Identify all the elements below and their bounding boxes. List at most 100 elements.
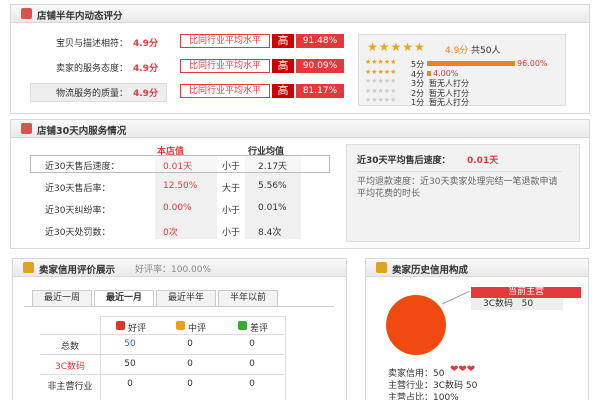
dist-label: 1分 [411, 98, 425, 107]
detail-title: 近30天平均售后速度： [357, 156, 451, 166]
mini-stars: ★★★★★ [365, 77, 397, 85]
service-value: 0.00% [163, 203, 192, 213]
panel-title: 店铺半年内动态评分 [37, 11, 123, 22]
panel-header: 店铺半年内动态评分 [11, 5, 589, 23]
row-score: 4.9分 [133, 64, 158, 74]
dist-text: 4.00% [433, 68, 459, 78]
main-item: 3C数码 50 [471, 299, 563, 310]
mini-stars: ★★★★★ [365, 67, 397, 76]
row-line [40, 374, 284, 375]
tab[interactable]: 最近半年 [156, 290, 216, 307]
compare: 比同行业平均水平 [180, 84, 270, 98]
history-line: 卖家信用：50 [388, 369, 445, 379]
mini-stars: ★★★★★ [365, 58, 397, 66]
percent: 90.09% [296, 59, 344, 73]
col-bg [245, 155, 301, 239]
table-header: 好评 [128, 324, 147, 334]
tab[interactable]: 半年以前 [218, 290, 278, 307]
level: 高 [272, 84, 294, 98]
service-label: 近30天售后速度： [45, 162, 120, 172]
cell: 0 [187, 359, 193, 369]
relation: 小于 [222, 162, 241, 172]
icon [23, 262, 34, 273]
tab[interactable]: 最近一周 [32, 290, 92, 307]
main-label: 当前主营 [471, 287, 581, 298]
service-value: 0.01天 [163, 162, 193, 172]
detail-box: 近30天平均售后速度： 0.01天 平均退款速度：近30天卖家处理完结一笔退款申… [346, 144, 580, 242]
good-rate: 好评率：100.00% [135, 265, 212, 275]
panel-header: 卖家历史信用构成 [366, 259, 588, 277]
row-label: 物流服务的质量： [55, 89, 128, 99]
dist-text: 96.00% [517, 59, 548, 68]
row-label: 总数 [60, 342, 79, 352]
relation: 小于 [222, 228, 241, 238]
service-label: 近30天处罚数： [45, 228, 111, 238]
header-icon [116, 321, 125, 330]
icon [21, 8, 32, 19]
dist-label: 2分 [411, 88, 425, 98]
mini-stars: ★★★★★ [365, 86, 397, 95]
service-value: 12.50% [163, 181, 198, 191]
average: 0.01% [258, 203, 287, 213]
table-header: 差评 [250, 324, 269, 334]
row-line [40, 354, 284, 355]
pie-chart [386, 295, 446, 355]
tab[interactable]: 最近一月 [94, 290, 154, 307]
compare: 比同行业平均水平 [180, 59, 270, 73]
cell: 50 [124, 339, 136, 349]
hearts: ❤❤❤ [450, 364, 476, 375]
header-icon [238, 321, 247, 330]
mini-stars: ★★★★★ [365, 96, 397, 104]
cell: 0 [187, 339, 193, 349]
panel-title: 卖家历史信用构成 [392, 265, 469, 276]
dist-label: 4分 [411, 69, 425, 79]
service-value: 0次 [163, 228, 178, 238]
dist-bar [427, 70, 431, 76]
average: 8.4次 [258, 228, 282, 238]
row-label: 宝贝与描述相符： [55, 39, 128, 49]
compare: 比同行业平均水平 [180, 34, 270, 48]
average: 5.56% [258, 181, 287, 191]
row-highlight [30, 83, 167, 102]
history-line: 主营行业：3C数码 50 [388, 381, 478, 391]
row-label: 卖家的服务态度： [55, 64, 128, 74]
percent: 81.17% [296, 84, 344, 98]
average: 2.17天 [258, 162, 288, 172]
row-highlight [30, 155, 330, 173]
row-label: 3C数码 [54, 362, 85, 372]
col-header: 本店值 [157, 147, 185, 157]
row-label: 非主营行业 [47, 382, 93, 392]
dist-text: 暂无人打分 [429, 98, 469, 107]
detail-value: 0.01天 [467, 156, 499, 166]
stars: ★★★★★ [367, 40, 426, 54]
history-panel: 卖家历史信用构成 当前主营 3C数码 50 [365, 258, 589, 400]
icon [21, 123, 32, 134]
summary-count: 共50人 [471, 46, 501, 56]
row-line [40, 334, 284, 335]
panel-header: 卖家信用评价展示 好评率：100.00% [13, 259, 346, 277]
summary-score: 4.9分 [445, 46, 469, 56]
relation: 小于 [222, 206, 241, 216]
dist-text: 暂无人打分 [429, 88, 469, 98]
cell: 0 [249, 359, 255, 369]
panel-title: 店铺30天内服务情况 [37, 126, 127, 137]
cell: 50 [124, 359, 136, 369]
table-header: 中评 [188, 324, 207, 334]
relation: 大于 [222, 184, 241, 194]
level: 高 [272, 34, 294, 48]
table-grid [100, 316, 286, 400]
row-score: 4.9分 [133, 39, 158, 49]
panel-title: 卖家信用评价展示 [39, 265, 116, 276]
dist-label: 5分 [411, 60, 425, 69]
level: 高 [272, 59, 294, 73]
icon [376, 262, 387, 273]
service-label: 近30天纠纷率： [45, 206, 111, 216]
row-score: 4.9分 [133, 89, 158, 99]
main-item-value: 50 [521, 299, 534, 309]
history-line: 主营占比：100% [388, 393, 459, 400]
panel-header: 店铺30天内服务情况 [11, 120, 589, 138]
rating-summary: ★★★★★ 4.9分 共50人 ★★★★★ 5分 96.00% ★★★★★ 4分 4.00% ★★… [358, 34, 566, 107]
main-item-name: 3C数码 [483, 299, 514, 309]
dist-bar [427, 61, 515, 66]
